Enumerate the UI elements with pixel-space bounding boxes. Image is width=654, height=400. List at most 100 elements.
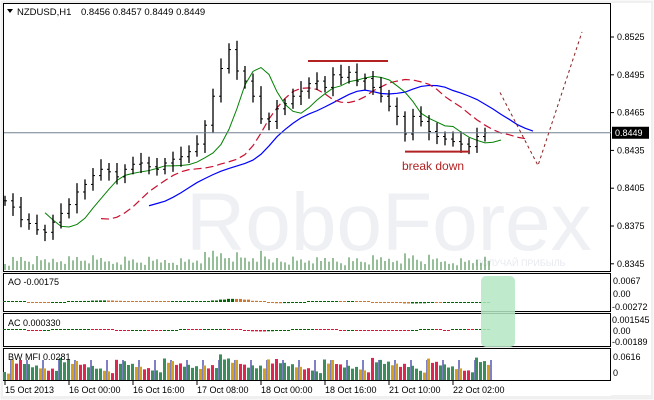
bw-bar bbox=[407, 367, 410, 380]
bw-bar bbox=[299, 366, 302, 380]
ao-bar bbox=[191, 301, 194, 302]
ao-bar bbox=[459, 302, 462, 303]
bw-bar bbox=[155, 370, 158, 380]
ac-bar bbox=[155, 330, 158, 331]
ohlc-bar bbox=[443, 131, 447, 146]
bw-bar bbox=[91, 365, 94, 380]
bw-bar bbox=[439, 365, 442, 380]
ac-bar bbox=[339, 330, 342, 331]
ac-bar bbox=[319, 329, 322, 330]
ohlc-bar bbox=[131, 156, 135, 175]
ao-bar bbox=[43, 302, 46, 303]
ao-bar bbox=[79, 301, 82, 302]
ao-bar bbox=[403, 302, 406, 304]
ohlc-bar bbox=[187, 145, 191, 163]
ao-bar bbox=[379, 302, 382, 303]
ac-bar bbox=[439, 329, 442, 330]
ohlc-bar bbox=[331, 67, 335, 97]
ao-bar bbox=[359, 301, 362, 302]
ac-bar bbox=[31, 330, 34, 331]
ac-bar bbox=[195, 329, 198, 330]
ac-bar bbox=[207, 329, 210, 330]
collapse-triangle-icon[interactable] bbox=[7, 9, 13, 13]
ac-bar bbox=[371, 330, 374, 331]
ac-bar bbox=[83, 329, 86, 330]
ac-bar bbox=[219, 328, 222, 330]
ao-bar bbox=[279, 302, 282, 304]
price-tick-label: 0.8525 bbox=[617, 32, 645, 42]
bw-bar bbox=[39, 368, 42, 380]
bw-bar bbox=[139, 366, 142, 380]
bw-bar bbox=[327, 363, 330, 380]
ao-bar bbox=[183, 301, 186, 302]
bw-bar bbox=[207, 368, 210, 380]
price-axis: 0.8525 0.8495 0.8465 0.8435 0.8405 0.8375 0.83… bbox=[611, 32, 645, 269]
bw-bar bbox=[447, 367, 450, 380]
ohlc-bar bbox=[171, 151, 175, 172]
bw-bar bbox=[123, 361, 126, 380]
ac-bar bbox=[179, 329, 182, 330]
ac-bar bbox=[71, 329, 74, 330]
ao-bar bbox=[283, 302, 286, 304]
bw-bar bbox=[255, 368, 258, 380]
ao-bar bbox=[343, 301, 346, 302]
bw-bar bbox=[291, 364, 294, 380]
ac-bar bbox=[443, 330, 446, 331]
ohlc-bar bbox=[51, 214, 55, 240]
bw-bar bbox=[335, 364, 338, 380]
bw-bar bbox=[279, 363, 282, 380]
ac-bar bbox=[59, 329, 62, 330]
ao-bar bbox=[175, 301, 178, 302]
ao-bar bbox=[363, 301, 366, 302]
bw-bar bbox=[111, 373, 114, 380]
ma-slow-line bbox=[148, 84, 534, 207]
ohlc-bar bbox=[387, 89, 391, 112]
ac-bar bbox=[239, 329, 242, 330]
bw-bar bbox=[391, 365, 394, 380]
ao-bar bbox=[263, 301, 266, 302]
ac-bar bbox=[287, 330, 290, 331]
ao-bar bbox=[155, 301, 158, 302]
price-tick-label: 0.8465 bbox=[617, 108, 645, 118]
ohlc-bar bbox=[451, 131, 455, 147]
ac-bar bbox=[399, 330, 402, 331]
bw-bar bbox=[171, 361, 174, 380]
bw-bar bbox=[355, 366, 358, 380]
ac-bar bbox=[271, 330, 274, 332]
ac-bar bbox=[479, 329, 482, 330]
bw-bar bbox=[471, 372, 474, 380]
ohlc-bar bbox=[291, 88, 295, 109]
ohlc-bar bbox=[35, 214, 39, 235]
ac-bar bbox=[379, 330, 382, 331]
ac-bar bbox=[459, 329, 462, 330]
bw-bar bbox=[47, 370, 50, 380]
ao-bar bbox=[299, 302, 302, 303]
ao-bar bbox=[387, 302, 390, 303]
ohlc-bar bbox=[395, 97, 399, 126]
bw-bar bbox=[79, 364, 82, 380]
ao-panel-frame bbox=[3, 273, 611, 312]
time-tick-label: 21 Oct 10:00 bbox=[389, 385, 441, 395]
ac-bar bbox=[11, 329, 14, 330]
time-tick-label: 15 Oct 2013 bbox=[5, 385, 54, 395]
bw-bar bbox=[35, 365, 38, 380]
bw-bar bbox=[151, 370, 154, 380]
ohlc-bar bbox=[43, 224, 47, 242]
ao-bar bbox=[243, 299, 246, 302]
bw-bar bbox=[311, 370, 314, 380]
bw-bar bbox=[347, 365, 350, 380]
ohlc-bar bbox=[227, 43, 231, 74]
ohlc-bar bbox=[123, 164, 127, 184]
bw-bar bbox=[271, 363, 274, 380]
ao-bar bbox=[123, 301, 126, 302]
bw-bar bbox=[131, 363, 134, 380]
ao-bar bbox=[463, 302, 466, 303]
ac-bar bbox=[423, 329, 426, 330]
ao-bar bbox=[435, 302, 438, 303]
bw-bar bbox=[431, 362, 434, 380]
bw-bar bbox=[367, 372, 370, 380]
ac-bar bbox=[295, 329, 298, 330]
bw-tick-zero: 0 bbox=[613, 368, 618, 378]
ao-bar bbox=[103, 300, 106, 302]
